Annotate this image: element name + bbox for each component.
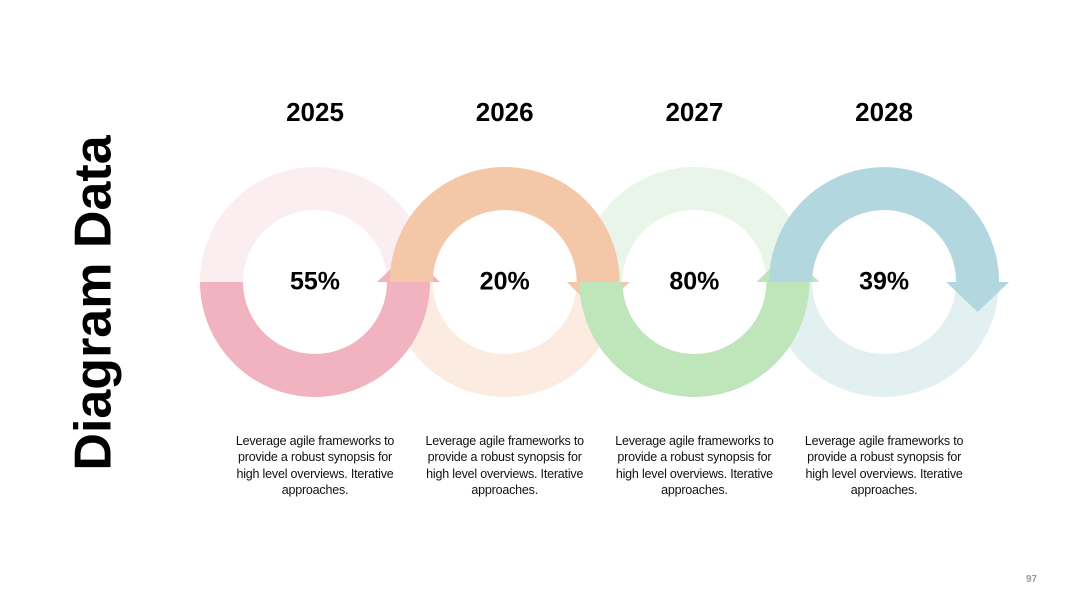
- description: Leverage agile frameworks to provide a r…: [615, 434, 774, 497]
- percent: 20%: [480, 268, 530, 296]
- ring-half-dark: [200, 282, 430, 397]
- ring-half-light: [389, 282, 620, 397]
- ring-half-dark: [579, 282, 810, 397]
- percent: 80%: [669, 268, 719, 296]
- year: 2026: [476, 97, 534, 127]
- rings-light: [200, 166, 1000, 397]
- page-number: 97: [1026, 574, 1038, 585]
- year: 2027: [665, 97, 723, 127]
- percent: 39%: [859, 268, 909, 296]
- labels: 2025 55% 2026 20% 2027 80% 2028 39%: [286, 97, 913, 296]
- description: Leverage agile frameworks to provide a r…: [425, 434, 585, 497]
- arrow-head: [946, 282, 1010, 312]
- ring-half-light: [200, 167, 430, 282]
- slide-title: Diagram Data: [65, 134, 123, 470]
- ring-half-dark: [389, 166, 620, 282]
- percent: 55%: [290, 268, 340, 296]
- ring-half-light: [579, 166, 810, 282]
- rings-dark: [200, 166, 1010, 397]
- year: 2025: [286, 97, 344, 127]
- year: 2028: [855, 97, 913, 127]
- description: Leverage agile frameworks to provide a r…: [804, 434, 964, 497]
- ring-half-dark: [769, 167, 1000, 282]
- description: Leverage agile frameworks to provide a r…: [235, 434, 395, 497]
- ring-half-light: [769, 282, 1000, 397]
